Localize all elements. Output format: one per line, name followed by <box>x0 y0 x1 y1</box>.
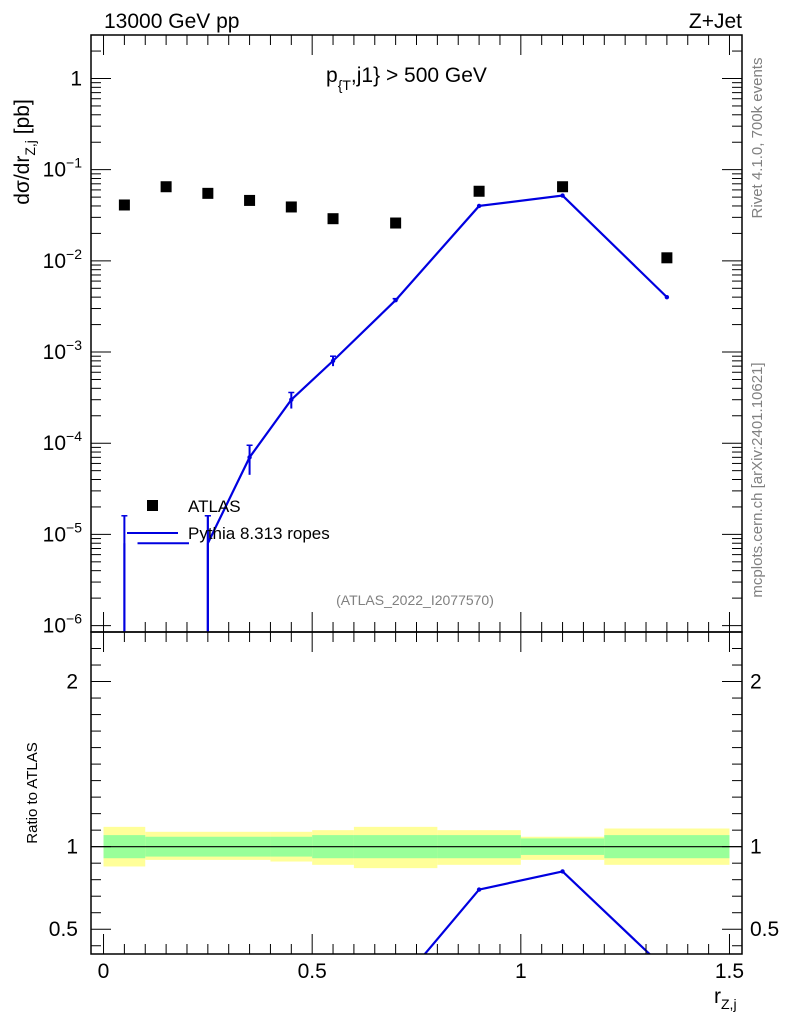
ratio-y-tick-label: 0.5 <box>49 918 78 941</box>
mc-point <box>560 193 565 198</box>
data-point <box>661 252 673 264</box>
ratio-point <box>560 869 565 874</box>
ratio-x-tick-label: 1.5 <box>715 960 744 983</box>
x-axis-label: rZ,j <box>714 985 737 1012</box>
ratio-y-axis-label: Ratio to ATLAS <box>24 742 41 843</box>
main-y-tick-label: 10−6 <box>43 611 83 638</box>
ratio-panel: 0.5 0.5 1 1 2 2 0 0.5 1 1.5 <box>49 631 779 990</box>
ratio-series <box>393 869 669 990</box>
mc-point <box>289 397 294 402</box>
header-right: Z+Jet <box>689 10 742 33</box>
main-y-tick-label: 10−2 <box>43 246 83 273</box>
main-y-axis-label: dσ/drZ,j [pb] <box>11 99 38 205</box>
mc-point <box>247 455 252 460</box>
data-point <box>118 199 130 211</box>
ratio-y-tick-label-right: 0.5 <box>750 918 779 941</box>
main-x-ticks <box>103 35 730 632</box>
data-point <box>202 187 214 199</box>
data-point <box>160 181 172 193</box>
legend-data-marker <box>147 500 158 511</box>
rivet-label: Rivet 4.1.0, 700k events <box>749 58 766 219</box>
ratio-x-ticks: 0 0.5 1 1.5 <box>98 632 744 983</box>
ratio-y-tick-label: 1 <box>66 836 78 859</box>
main-y-ticks: 1 10−1 10−2 10−3 10−4 10−5 10−6 <box>43 34 742 638</box>
mc-point <box>664 294 670 300</box>
legend: ATLAS Pythia 8.313 ropes <box>127 497 330 543</box>
mc-line <box>206 194 668 544</box>
data-series <box>118 181 673 264</box>
mc-point <box>393 298 398 303</box>
ratio-x-tick-label: 0.5 <box>298 960 327 983</box>
main-y-tick-label: 10−5 <box>43 519 83 546</box>
mcplots-label: mcplots.cern.ch [arXiv:2401.10621] <box>749 362 766 597</box>
ratio-uncertainty-bands <box>91 826 742 869</box>
mc-point <box>476 203 482 209</box>
data-point <box>557 181 569 193</box>
mc-point <box>330 358 336 364</box>
ratio-point <box>476 887 482 892</box>
ratio-panel-frame <box>90 631 743 955</box>
ratio-y-ticks: 0.5 0.5 1 1 2 2 <box>49 648 779 947</box>
ratio-x-tick-label: 1 <box>515 960 527 983</box>
ratio-point <box>665 968 669 972</box>
legend-mc-label: Pythia 8.313 ropes <box>188 524 330 543</box>
data-point <box>327 213 339 225</box>
ratio-line <box>423 870 652 954</box>
ratio-y-tick-label: 2 <box>66 671 78 694</box>
data-point <box>390 217 402 229</box>
analysis-id: (ATLAS_2022_I2077570) <box>336 592 494 608</box>
header-left: 13000 GeV pp <box>104 10 239 33</box>
data-point <box>473 185 485 197</box>
data-point <box>244 194 256 206</box>
cut-label: p{T,j1} > 500 GeV <box>326 64 487 93</box>
ratio-y-tick-label-right: 2 <box>750 671 762 694</box>
main-panel: p{T,j1} > 500 GeV (ATLAS_2022_I2077570) … <box>43 34 743 638</box>
main-y-tick-label: 1 <box>70 68 82 91</box>
ratio-point <box>393 986 397 990</box>
main-y-tick-label: 10−3 <box>43 337 83 364</box>
main-y-tick-label: 10−4 <box>43 428 83 455</box>
ratio-x-tick-label: 0 <box>98 960 110 983</box>
ratio-y-tick-label-right: 1 <box>750 836 762 859</box>
data-point <box>285 201 297 213</box>
legend-data-label: ATLAS <box>188 497 241 516</box>
main-y-tick-label: 10−1 <box>43 155 83 182</box>
mc-series <box>121 193 670 632</box>
